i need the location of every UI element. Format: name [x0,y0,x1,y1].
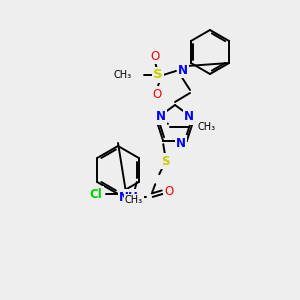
Text: CH₃: CH₃ [114,70,132,80]
Text: O: O [150,50,160,62]
Text: CH₃: CH₃ [198,122,216,132]
Text: S: S [161,155,170,168]
Text: S: S [153,68,163,82]
Text: CH₃: CH₃ [125,195,143,205]
Text: O: O [152,88,162,100]
Text: N: N [156,110,166,123]
Text: O: O [165,185,174,198]
Text: N: N [184,110,194,123]
Text: N: N [176,137,186,150]
Text: Cl: Cl [90,188,102,200]
Text: NH: NH [119,191,139,204]
Text: N: N [178,64,188,76]
